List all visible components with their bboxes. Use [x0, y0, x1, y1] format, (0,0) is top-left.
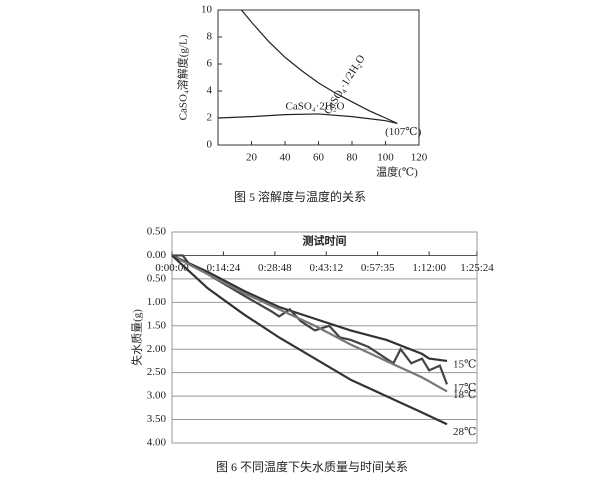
x-tick-label: 0:28:48 [258, 262, 292, 274]
x-tick-label: 120 [411, 152, 428, 164]
chart-title: 测试时间 [303, 234, 347, 248]
y-tick-label: 1.50 [147, 319, 167, 331]
y-tick-label: 2 [207, 112, 213, 124]
y-tick-label: 1.00 [147, 296, 167, 308]
series-line [171, 254, 448, 426]
series-label: 18℃ [453, 389, 476, 401]
y-tick-label: 6 [207, 58, 213, 70]
y-tick-label: 3.00 [147, 390, 167, 402]
x-tick-label: 0:57:35 [361, 262, 395, 274]
series-label: 28℃ [453, 426, 476, 438]
series-line [171, 254, 448, 393]
x-tick-label: 40 [280, 152, 292, 164]
y-tick-label: 4 [207, 85, 213, 97]
x-tick-label: 0:43:12 [309, 262, 343, 274]
series-label: 15℃ [453, 358, 476, 370]
caption: 图 6 不同温度下失水质量与时间关系 [216, 459, 408, 474]
series-label: 17℃ [453, 382, 476, 394]
y-tick-label: 0.50 [147, 226, 167, 238]
x-tick-label: 80 [347, 152, 359, 164]
x-tick-label: 100 [377, 152, 394, 164]
annotation: (107℃) [385, 126, 421, 138]
x-tick-label: 1:25:24 [460, 262, 494, 274]
y-tick-label: 10 [201, 4, 213, 16]
y-tick-label: 2.50 [147, 366, 167, 378]
y-tick-label: 0.50 [147, 272, 167, 284]
series-line [240, 9, 398, 124]
x-tick-label: 0:14:24 [207, 262, 241, 274]
plot-frame [217, 9, 420, 146]
caption: 图 5 溶解度与温度的关系 [234, 189, 366, 204]
x-tick-label: 60 [313, 152, 325, 164]
x-tick-label: 20 [246, 152, 258, 164]
x-tick-label: 1:12:00 [412, 262, 446, 274]
y-tick-label: 0.00 [147, 249, 167, 261]
y-tick-label: 3.50 [147, 413, 167, 425]
series-line [171, 254, 448, 363]
series-line [217, 113, 398, 124]
series-label: CaSO₄·2H₂O [285, 101, 344, 113]
x-axis-label: 温度(℃) [376, 165, 418, 179]
y-tick-label: 4.00 [147, 437, 167, 449]
y-axis-label: CaSO₄溶解度(g/L) [176, 34, 190, 120]
y-tick-label: 8 [207, 31, 213, 43]
y-tick-label: 2.00 [147, 343, 167, 355]
y-axis-label: 失水质量(g) [131, 309, 144, 366]
y-tick-label: 0 [207, 139, 213, 151]
